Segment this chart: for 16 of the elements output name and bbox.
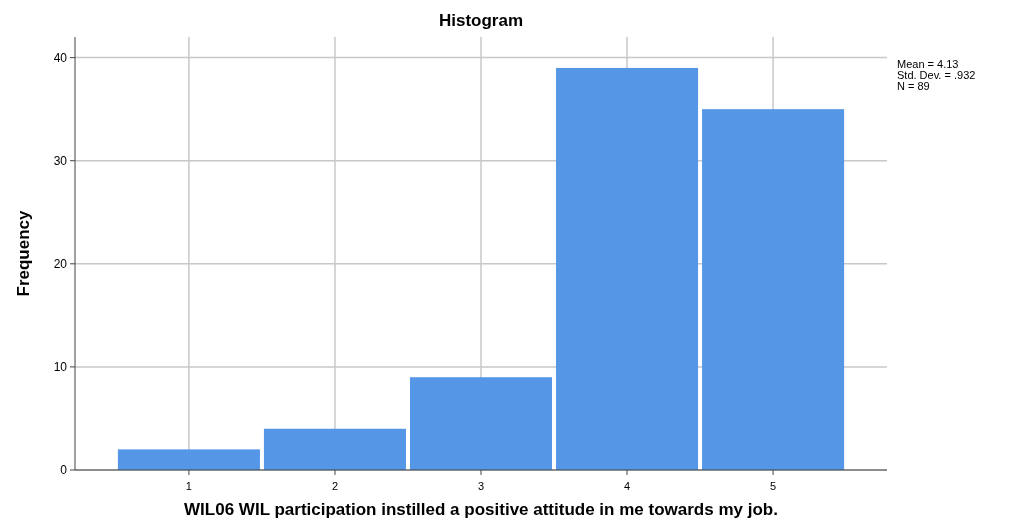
x-tick-label: 1 — [185, 480, 192, 492]
y-tick-label: 0 — [60, 463, 68, 477]
chart-title: Histogram — [438, 11, 524, 30]
text: Std. Dev. = .932 — [897, 69, 976, 81]
y-tick-label: 20 — [53, 256, 68, 271]
x-tick-label: 5 — [770, 480, 777, 492]
x-tick-label: 4 — [623, 480, 631, 492]
y-tick-label: 30 — [53, 153, 68, 168]
y-tick-label: 40 — [53, 50, 68, 65]
y-tick-label: 10 — [53, 359, 68, 374]
x-tick-label: 3 — [477, 480, 485, 492]
x-axis-title: WIL06 WIL participation instilled a positive attitude in me towards my job. — [184, 500, 778, 519]
text: N = 89 — [897, 80, 930, 92]
x-tick-label: 2 — [331, 480, 339, 492]
text: Mean = 4.13 — [897, 58, 959, 70]
y-axis-title: Frequency — [14, 209, 33, 297]
